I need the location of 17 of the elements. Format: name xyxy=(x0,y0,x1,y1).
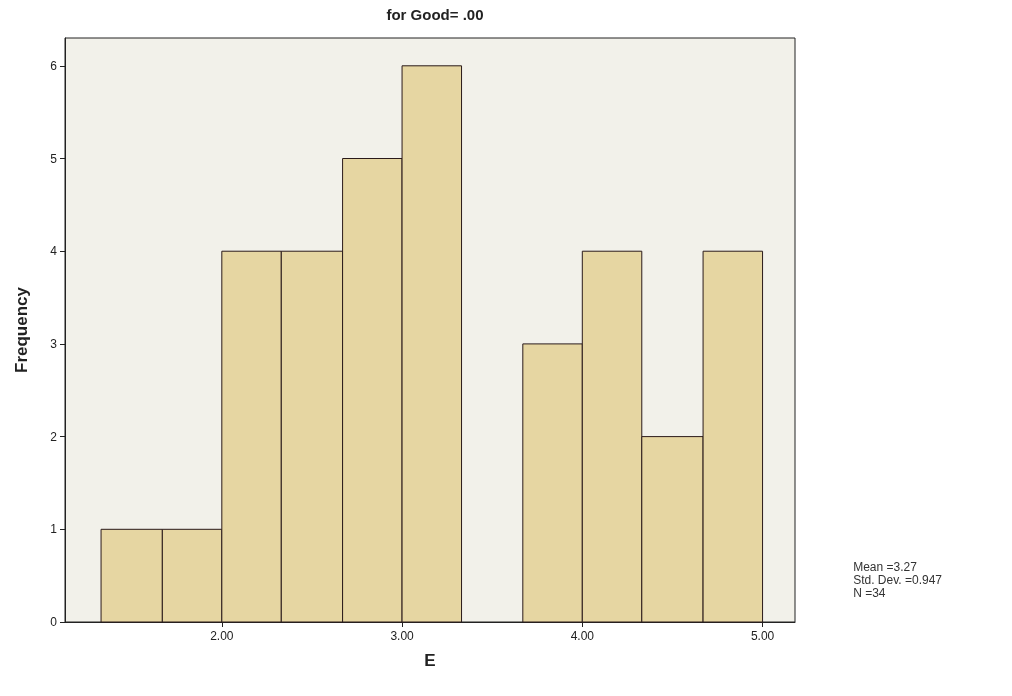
y-tick-label: 5 xyxy=(50,151,58,166)
y-tick-label: 0 xyxy=(50,615,58,629)
x-tick-label: 3.00 xyxy=(390,629,415,643)
y-tick-label: 3 xyxy=(50,336,58,351)
y-tick-label: 2 xyxy=(50,429,58,444)
y-axis-title: Frequency xyxy=(12,286,31,373)
y-tick-label: 1 xyxy=(50,522,58,537)
x-tick-label: 5.00 xyxy=(750,629,775,643)
text: N =34 xyxy=(853,585,886,600)
text: Mean =3.27 xyxy=(853,559,918,574)
x-tick-label: 4.00 xyxy=(570,629,595,643)
chart-title: for Good= .00 xyxy=(386,6,484,23)
y-tick-label: 6 xyxy=(50,58,58,73)
x-axis-title: E xyxy=(424,651,436,670)
y-tick-label: 4 xyxy=(50,244,58,259)
text: Std. Dev. =0.947 xyxy=(853,572,943,587)
x-tick-label: 2.00 xyxy=(210,629,234,643)
